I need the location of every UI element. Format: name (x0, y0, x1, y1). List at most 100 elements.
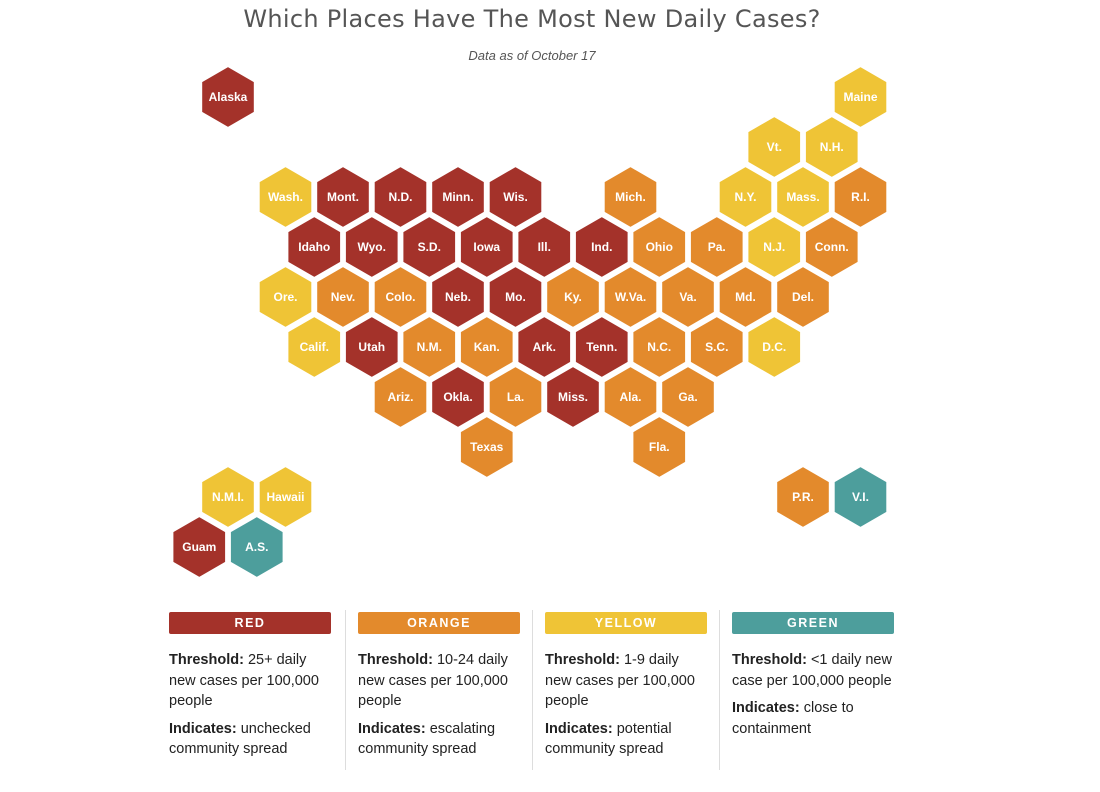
hex-a-s: A.S. (228, 514, 285, 580)
hex-label: Conn. (815, 240, 849, 254)
hex-tile (660, 264, 716, 330)
hex-tile (803, 214, 860, 280)
hex-label: Utah (358, 340, 385, 354)
hex-p-r: P.R. (775, 464, 831, 530)
hex-n-m: N.M. (401, 314, 458, 380)
hex-label: Mo. (505, 290, 526, 304)
hex-label: W.Va. (615, 290, 646, 304)
hex-tile-map: Alaska Maine Vt. N.H. Wash. Mont. N.D. Minn. Wis… (171, 64, 889, 580)
hex-label: N.J. (763, 240, 785, 254)
legend-yellow-threshold: Threshold: 1-9 daily new cases per 100,0… (545, 652, 695, 709)
hex-guam: Guam (171, 514, 228, 580)
hex-tile (631, 314, 688, 380)
hex-tile (458, 414, 515, 480)
hex-tile (717, 264, 774, 330)
hex-tile (228, 514, 285, 580)
hex-label: Ariz. (387, 390, 413, 404)
legend-orange: ORANGE Threshold: 10-24 daily new cases … (358, 612, 528, 760)
hex-tile (487, 264, 544, 330)
hex-tile (343, 314, 400, 380)
hex-tile (286, 214, 343, 280)
hex-label: Mass. (786, 190, 819, 204)
hex-n-m-i: N.M.I. (200, 464, 256, 530)
legend-green-indicates: Indicates: close to containment (732, 700, 854, 737)
hex-label: Va. (679, 290, 696, 304)
hex-tile (286, 314, 343, 380)
hex-label: Tenn. (586, 340, 617, 354)
map-subtitle: Data as of October 17 (468, 48, 596, 63)
hex-idaho: Idaho (286, 214, 343, 280)
hex-mont: Mont. (315, 164, 371, 230)
hex-tile (372, 264, 429, 330)
hex-iowa: Iowa (458, 214, 515, 280)
hex-tile (688, 314, 745, 380)
hex-w-va: W.Va. (602, 264, 659, 330)
hex-tile (602, 264, 659, 330)
hex-ill: Ill. (516, 214, 573, 280)
hex-label: Nev. (331, 290, 355, 304)
hex-n-c: N.C. (631, 314, 688, 380)
hex-r-i: R.I. (832, 164, 889, 230)
hex-tile (631, 214, 688, 280)
hex-label: Del. (792, 290, 814, 304)
hex-tile (602, 364, 659, 430)
hex-la: La. (487, 364, 544, 430)
hex-label: N.M.I. (212, 490, 244, 504)
hex-n-h: N.H. (803, 114, 860, 180)
hex-tile (602, 164, 659, 230)
hex-tile (832, 464, 889, 530)
hex-n-y: N.Y. (717, 164, 774, 230)
hex-tile (372, 164, 429, 230)
hex-mass: Mass. (775, 164, 831, 230)
hex-tile (257, 264, 314, 330)
hex-tile (315, 264, 371, 330)
hex-kan: Kan. (458, 314, 515, 380)
hex-label: R.I. (851, 190, 870, 204)
hex-label: P.R. (792, 490, 814, 504)
hex-label: Iowa (473, 240, 500, 254)
legend-yellow: YELLOW Threshold: 1-9 daily new cases pe… (545, 612, 715, 760)
hex-mich: Mich. (602, 164, 659, 230)
hex-tile (688, 214, 745, 280)
hex-conn: Conn. (803, 214, 860, 280)
hex-tile (516, 314, 573, 380)
legend-yellow-indicates: Indicates: potential community spread (545, 720, 672, 758)
hex-ga: Ga. (660, 364, 716, 430)
hex-label: Ohio (646, 240, 673, 254)
hex-tile (573, 314, 630, 380)
hex-label: Ark. (533, 340, 556, 354)
hex-label: Okla. (443, 390, 472, 404)
legend-green-threshold: Threshold: <1 daily new case per 100,000… (732, 652, 892, 689)
hex-ohio: Ohio (631, 214, 688, 280)
hex-label: Neb. (445, 290, 471, 304)
hex-n-j: N.J. (746, 214, 803, 280)
map-title: Which Places Have The Most New Daily Cas… (243, 5, 821, 33)
hex-tile (660, 364, 716, 430)
hex-label: N.C. (647, 340, 671, 354)
hex-pa: Pa. (688, 214, 745, 280)
hex-mo: Mo. (487, 264, 544, 330)
hex-label: Colo. (386, 290, 416, 304)
hex-tile (746, 114, 803, 180)
hex-ky: Ky. (545, 264, 601, 330)
hex-label: Wyo. (358, 240, 386, 254)
hex-ala: Ala. (602, 364, 659, 430)
legend-red-threshold: Threshold: 25+ daily new cases per 100,0… (169, 652, 319, 709)
hex-label: Ore. (273, 290, 297, 304)
hex-neb: Neb. (430, 264, 486, 330)
hex-nev: Nev. (315, 264, 371, 330)
hex-tile (372, 364, 429, 430)
hex-texas: Texas (458, 414, 515, 480)
hex-label: Fla. (649, 440, 670, 454)
hex-label: Guam (182, 540, 216, 554)
hex-tile (401, 214, 458, 280)
hex-tile (458, 314, 515, 380)
legend-divider (532, 610, 533, 770)
hex-tile (832, 164, 889, 230)
hex-va: Va. (660, 264, 716, 330)
hex-tile (545, 264, 601, 330)
hex-tile (257, 164, 314, 230)
hex-colo: Colo. (372, 264, 429, 330)
hex-ind: Ind. (573, 214, 630, 280)
hex-tile (631, 414, 688, 480)
